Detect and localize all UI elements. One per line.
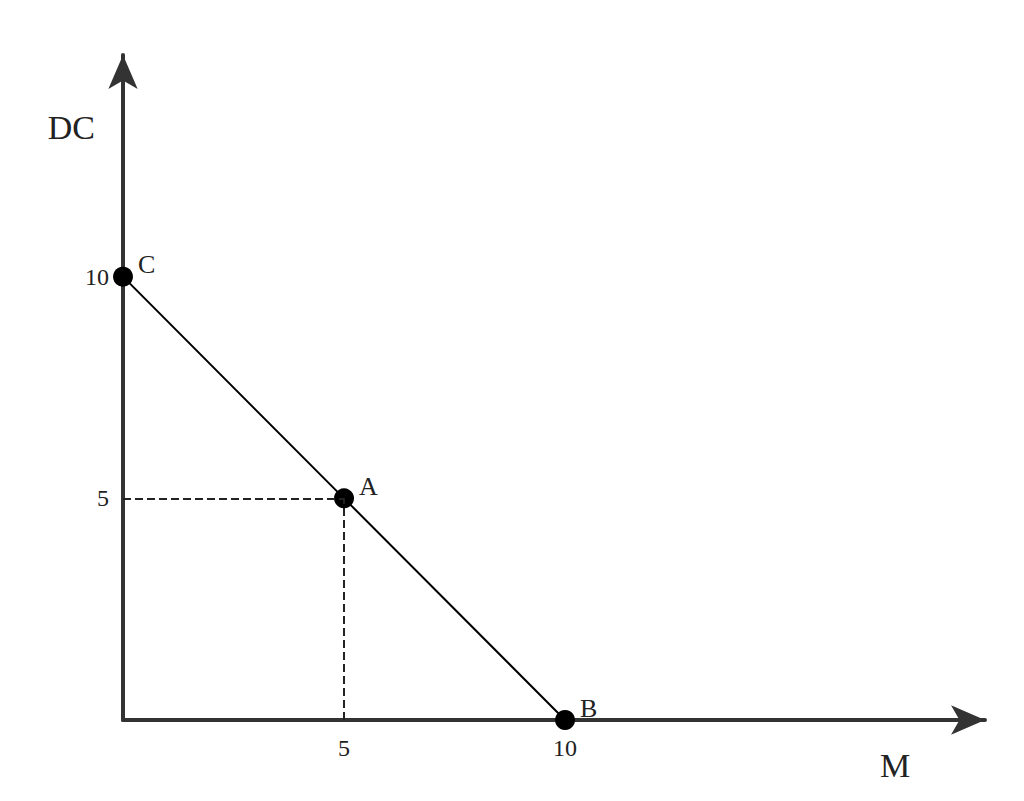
svg-text:B: B [580,694,597,723]
svg-text:5: 5 [97,485,109,511]
svg-text:10: 10 [85,264,109,290]
svg-text:10: 10 [553,735,577,761]
svg-text:M: M [880,747,910,784]
svg-text:A: A [359,472,378,501]
svg-text:C: C [138,250,155,279]
svg-text:DC: DC [48,109,95,146]
svg-text:5: 5 [338,735,350,761]
